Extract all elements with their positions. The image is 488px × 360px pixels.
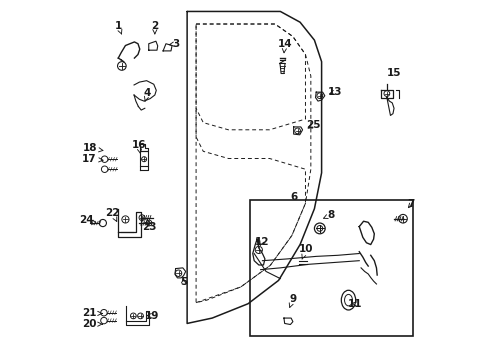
Text: 24: 24 [79, 215, 97, 225]
Text: 3: 3 [169, 39, 180, 49]
Text: 20: 20 [82, 319, 102, 329]
Text: 14: 14 [277, 40, 291, 53]
Text: 2: 2 [151, 21, 158, 34]
Bar [249, 200, 412, 336]
Text: 25: 25 [305, 121, 320, 130]
Text: 10: 10 [298, 244, 313, 259]
Text: 9: 9 [288, 294, 296, 307]
Text: 19: 19 [144, 311, 159, 320]
Text: 23: 23 [142, 219, 156, 232]
Text: 16: 16 [131, 140, 145, 153]
Text: 8: 8 [323, 210, 333, 220]
Text: 4: 4 [143, 88, 151, 101]
Text: 7: 7 [407, 199, 414, 210]
Text: 13: 13 [327, 87, 342, 97]
Text: 18: 18 [82, 143, 103, 153]
Text: 5: 5 [180, 277, 187, 287]
Text: 11: 11 [347, 299, 362, 309]
Text: 12: 12 [254, 237, 268, 247]
Text: 21: 21 [82, 309, 102, 318]
Text: 17: 17 [82, 154, 103, 164]
Text: 1: 1 [114, 21, 122, 34]
Text: 22: 22 [105, 208, 120, 221]
Text: 6: 6 [289, 192, 297, 202]
Text: 15: 15 [386, 68, 401, 78]
